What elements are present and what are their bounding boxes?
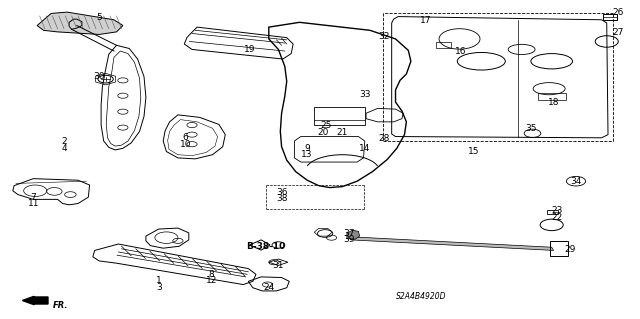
Text: 30: 30 xyxy=(93,72,105,81)
Text: 24: 24 xyxy=(263,283,275,292)
Text: 34: 34 xyxy=(570,177,582,186)
Bar xyxy=(550,241,568,256)
Text: 9: 9 xyxy=(305,144,310,153)
Polygon shape xyxy=(349,237,554,250)
Text: 38: 38 xyxy=(276,194,287,203)
Text: B-38-10: B-38-10 xyxy=(246,242,285,251)
Text: 18: 18 xyxy=(548,98,559,107)
Text: 4: 4 xyxy=(61,145,67,153)
Text: 16: 16 xyxy=(455,47,467,56)
Polygon shape xyxy=(347,230,360,239)
Text: 33: 33 xyxy=(359,90,371,99)
Text: 5: 5 xyxy=(97,13,102,22)
Text: 32: 32 xyxy=(378,32,390,41)
Text: S2A4B4920D: S2A4B4920D xyxy=(396,292,446,300)
Bar xyxy=(547,210,558,214)
Text: 15: 15 xyxy=(468,147,479,156)
Text: 1: 1 xyxy=(156,276,161,285)
FancyArrow shape xyxy=(22,296,48,305)
Text: 13: 13 xyxy=(301,150,313,159)
Text: 11: 11 xyxy=(28,199,39,208)
Text: 36: 36 xyxy=(276,188,287,197)
Text: 26: 26 xyxy=(612,8,623,17)
Text: 8: 8 xyxy=(209,270,214,279)
Text: 37: 37 xyxy=(343,229,355,238)
Text: 7: 7 xyxy=(31,193,36,202)
Text: 21: 21 xyxy=(337,128,348,137)
Text: 12: 12 xyxy=(205,276,217,285)
Text: 35: 35 xyxy=(525,124,537,133)
Text: 17: 17 xyxy=(420,16,431,25)
Text: 25: 25 xyxy=(321,121,332,130)
Bar xyxy=(436,42,451,48)
Text: 2: 2 xyxy=(61,137,67,146)
Bar xyxy=(314,107,365,125)
Text: 3: 3 xyxy=(156,283,161,292)
Polygon shape xyxy=(37,12,123,34)
Text: 22: 22 xyxy=(551,213,563,222)
Text: 19: 19 xyxy=(244,45,255,54)
Bar xyxy=(603,14,617,20)
Text: 6: 6 xyxy=(183,133,188,142)
Text: 14: 14 xyxy=(359,144,371,153)
Text: 10: 10 xyxy=(180,140,191,149)
Text: 20: 20 xyxy=(317,128,329,137)
Bar xyxy=(538,93,566,100)
Text: 27: 27 xyxy=(612,28,623,37)
Text: 23: 23 xyxy=(551,206,563,215)
Text: 29: 29 xyxy=(564,245,575,254)
Text: 39: 39 xyxy=(343,235,355,244)
Text: 28: 28 xyxy=(378,134,390,143)
Text: FR.: FR. xyxy=(52,301,68,310)
Text: 31: 31 xyxy=(273,261,284,270)
